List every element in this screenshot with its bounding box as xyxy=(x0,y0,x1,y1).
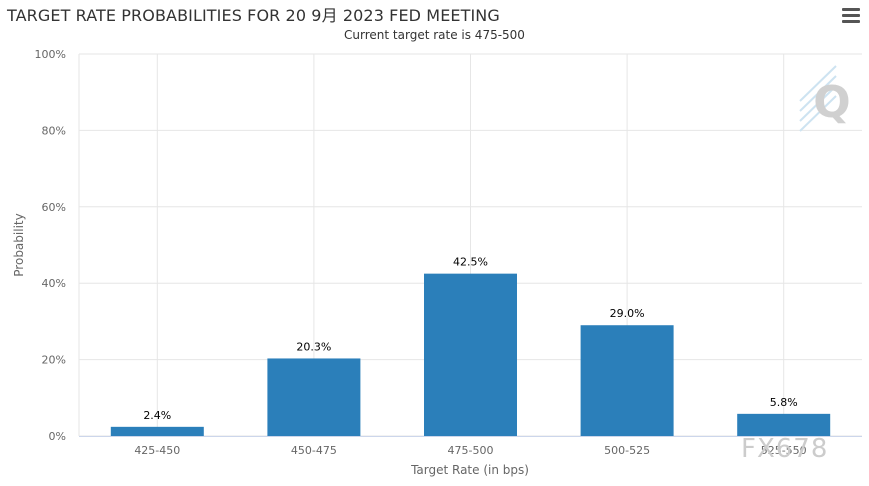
q-logo-icon: Q xyxy=(799,65,851,132)
x-tick-label-475-500: 475-500 xyxy=(448,444,494,457)
chart-subtitle: Current target rate is 475-500 xyxy=(344,28,525,42)
data-label-450-475: 20.3% xyxy=(296,340,331,353)
bar-425-450[interactable] xyxy=(110,426,204,436)
bar-525-550[interactable] xyxy=(737,413,831,436)
y-tick-label: 100% xyxy=(35,48,66,61)
data-label-500-525: 29.0% xyxy=(610,307,645,320)
x-tick-label-425-450: 425-450 xyxy=(134,444,180,457)
logo-letter: Q xyxy=(813,77,850,128)
data-label-425-450: 2.4% xyxy=(143,409,171,422)
x-axis-ticks: 425-450 450-475 475-500 500-525 525-550 xyxy=(79,436,862,457)
data-labels: 2.4% 20.3% 42.5% 29.0% 5.8% xyxy=(143,256,797,422)
bar-475-500[interactable] xyxy=(424,273,517,436)
data-label-525-550: 5.8% xyxy=(770,396,798,409)
x-tick-label-500-525: 500-525 xyxy=(604,444,650,457)
chart-title: TARGET RATE PROBABILITIES FOR 20 9月 2023… xyxy=(7,6,500,25)
y-tick-label: 60% xyxy=(42,201,66,214)
bar-450-475[interactable] xyxy=(267,358,361,436)
y-tick-label: 0% xyxy=(49,430,66,443)
x-axis-title: Target Rate (in bps) xyxy=(410,463,529,477)
y-tick-label: 80% xyxy=(42,124,66,137)
y-tick-label: 40% xyxy=(42,277,66,290)
x-tick-label-450-475: 450-475 xyxy=(291,444,337,457)
watermark: FX678 xyxy=(741,434,829,464)
x-tick-label-525-550: 525-550 xyxy=(761,444,807,457)
bar-500-525[interactable] xyxy=(580,325,674,436)
bars xyxy=(110,273,831,436)
y-tick-label: 20% xyxy=(42,354,66,367)
data-label-475-500: 42.5% xyxy=(453,256,488,269)
hamburger-menu-icon[interactable] xyxy=(842,8,860,24)
y-axis-ticks: 0% 20% 40% 60% 80% 100% xyxy=(35,48,66,443)
y-axis-title: Probability xyxy=(12,213,26,276)
